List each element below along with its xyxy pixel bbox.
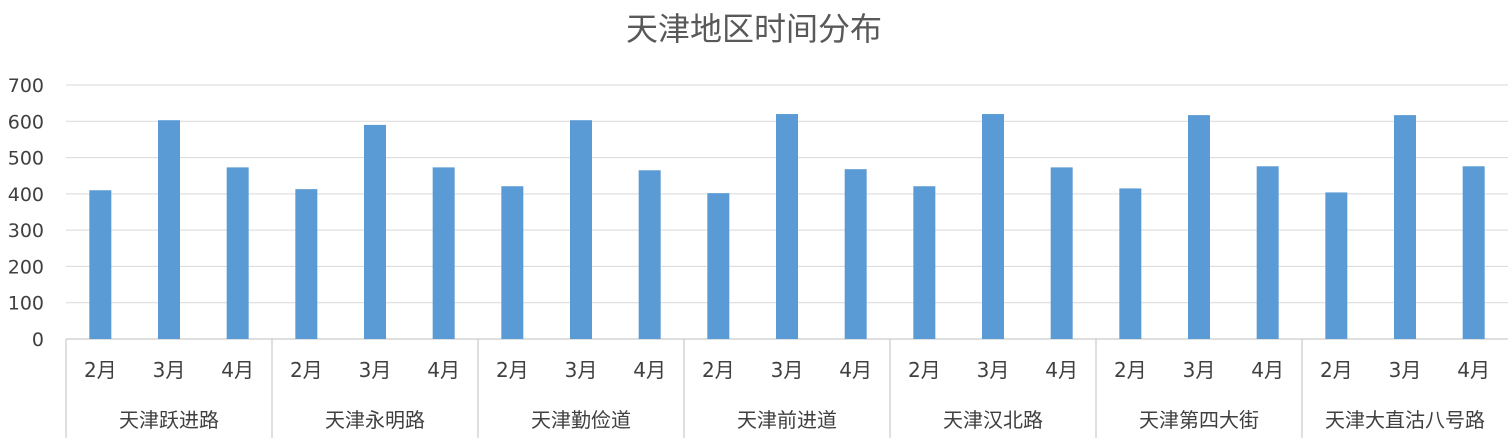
x-tick-label: 4月 — [839, 358, 872, 382]
bar — [226, 167, 249, 339]
y-tick-label: 200 — [8, 256, 44, 278]
bar — [913, 186, 936, 339]
bar — [844, 169, 867, 339]
y-tick-label: 500 — [8, 148, 44, 170]
bar — [1188, 115, 1210, 339]
x-tick-label: 3月 — [1183, 358, 1216, 382]
y-tick-label: 400 — [8, 184, 44, 206]
x-tick-label: 4月 — [221, 358, 254, 382]
y-tick-label: 600 — [8, 111, 44, 133]
x-tick-label: 4月 — [1251, 358, 1284, 382]
x-tick-label: 4月 — [1457, 358, 1490, 382]
x-tick-label: 3月 — [977, 358, 1010, 382]
group-label: 天津勤俭道 — [531, 408, 631, 432]
bar — [295, 189, 318, 339]
y-tick-label: 700 — [8, 75, 44, 97]
x-tick-label: 2月 — [702, 358, 735, 382]
bar — [570, 120, 592, 339]
group-label: 天津汉北路 — [943, 408, 1043, 432]
bar — [707, 193, 730, 339]
x-tick-label: 4月 — [633, 358, 666, 382]
bar — [158, 120, 180, 339]
x-tick-label: 2月 — [908, 358, 941, 382]
x-tick-label: 4月 — [427, 358, 460, 382]
bar — [1119, 188, 1142, 339]
y-tick-label: 100 — [8, 293, 44, 315]
group-label: 天津大直沽八号路 — [1325, 408, 1485, 432]
x-tick-label: 2月 — [290, 358, 323, 382]
bar — [776, 114, 798, 340]
group-label: 天津第四大街 — [1139, 408, 1259, 432]
bar — [982, 114, 1004, 340]
x-tick-label: 3月 — [153, 358, 186, 382]
bar — [1325, 192, 1348, 339]
bar — [364, 124, 386, 340]
x-tick-label: 2月 — [1320, 358, 1353, 382]
x-tick-label: 3月 — [565, 358, 598, 382]
group-label: 天津永明路 — [325, 408, 425, 432]
y-tick-label: 300 — [8, 220, 44, 242]
bar — [1256, 166, 1279, 339]
x-tick-label: 3月 — [359, 358, 392, 382]
bar — [432, 167, 455, 339]
y-tick-label: 0 — [32, 329, 44, 351]
bar — [1050, 167, 1073, 339]
bar — [1462, 166, 1485, 339]
x-tick-label: 2月 — [84, 358, 117, 382]
bar — [501, 186, 524, 339]
x-tick-label: 2月 — [496, 358, 529, 382]
x-tick-label: 2月 — [1114, 358, 1147, 382]
bar — [89, 190, 112, 339]
chart-title: 天津地区时间分布 — [625, 10, 882, 48]
x-tick-label: 3月 — [771, 358, 804, 382]
group-label: 天津前进道 — [737, 408, 837, 432]
bar — [638, 170, 661, 339]
x-tick-label: 4月 — [1045, 358, 1078, 382]
group-label: 天津跃进路 — [119, 408, 219, 432]
x-tick-label: 3月 — [1389, 358, 1422, 382]
bar — [1394, 115, 1416, 339]
